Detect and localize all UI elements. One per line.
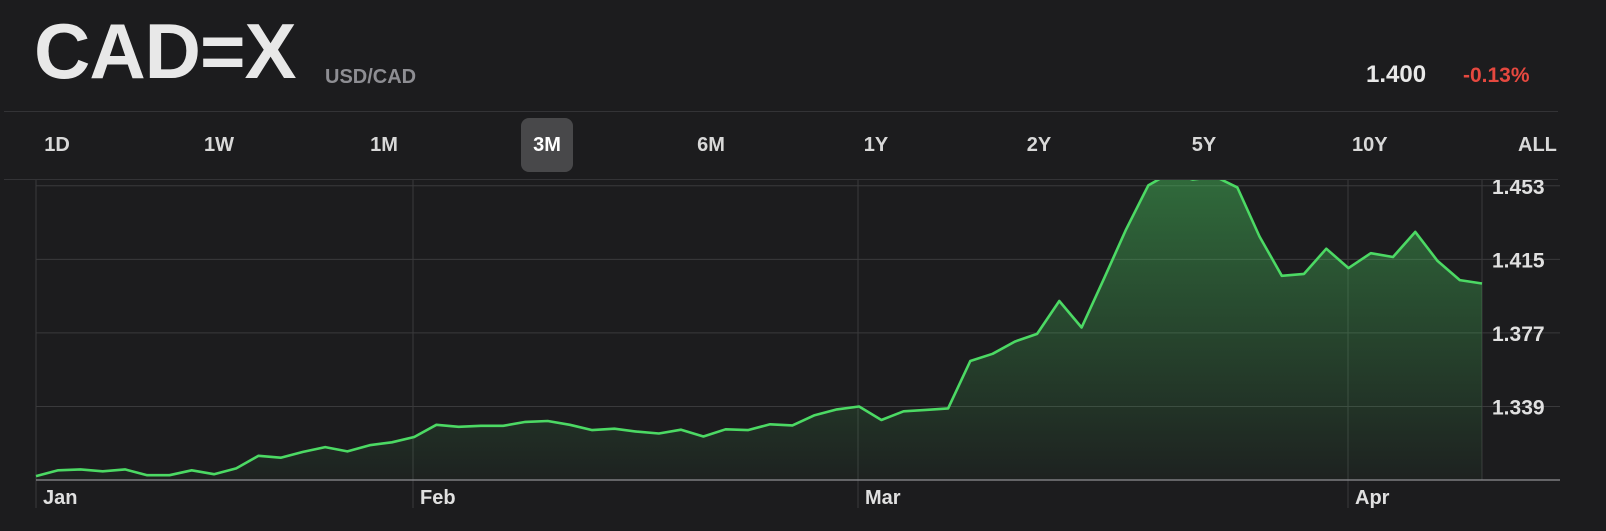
range-2y[interactable]: 2Y <box>1026 133 1052 156</box>
x-tick-label: Feb <box>420 487 456 509</box>
current-price: 1.400 <box>1366 61 1427 88</box>
range-divider <box>4 179 1558 180</box>
y-tick-label: 1.377 <box>1492 323 1545 346</box>
range-all[interactable]: ALL <box>1518 133 1557 156</box>
header-divider <box>4 111 1558 112</box>
range-selector: 1D 1W 1M 3M 6M 1Y 2Y 5Y 10Y ALL <box>0 112 1606 178</box>
price-chart: 1.453 1.415 1.377 1.339 Jan Feb Mar Apr <box>0 171 1606 526</box>
range-10y[interactable]: 10Y <box>1352 133 1388 156</box>
y-tick-label: 1.339 <box>1492 396 1545 419</box>
y-tick-label: 1.415 <box>1492 249 1545 272</box>
price-chart-svg: 1.453 1.415 1.377 1.339 Jan Feb Mar Apr <box>35 171 1560 509</box>
x-tick-label: Mar <box>865 487 901 509</box>
range-1y[interactable]: 1Y <box>863 133 889 156</box>
price-line <box>35 171 1483 478</box>
range-5y[interactable]: 5Y <box>1191 133 1217 156</box>
y-tick-label: 1.453 <box>1492 180 1545 199</box>
price-area-fill <box>36 172 1482 480</box>
quote-header: CAD=X USD/CAD 1.400 -0.13% <box>0 0 1606 112</box>
range-3m[interactable]: 3M <box>521 118 573 172</box>
ticker-symbol: CAD=X <box>34 7 297 95</box>
range-1d[interactable]: 1D <box>44 133 70 156</box>
range-1w[interactable]: 1W <box>204 133 234 156</box>
currency-pair: USD/CAD <box>325 66 417 88</box>
price-change: -0.13% <box>1463 64 1530 87</box>
x-tick-label: Jan <box>43 487 77 509</box>
range-6m[interactable]: 6M <box>697 133 725 156</box>
x-tick-label: Apr <box>1355 487 1390 509</box>
range-1m[interactable]: 1M <box>370 133 398 156</box>
